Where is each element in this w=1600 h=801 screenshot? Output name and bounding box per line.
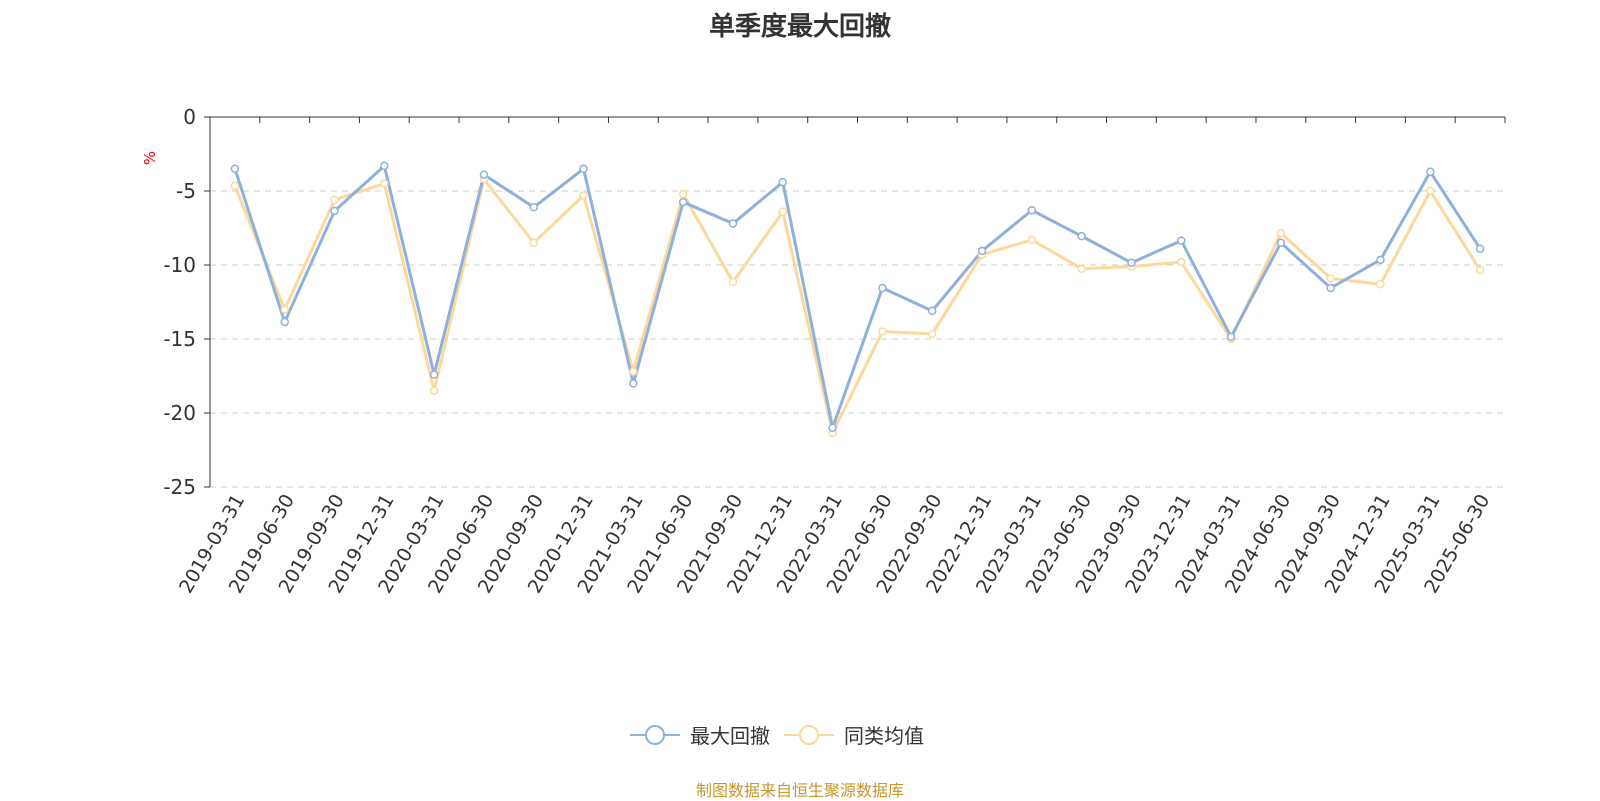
data-point: [380, 161, 389, 171]
series-line: [233, 163, 1482, 434]
data-point: [1226, 332, 1236, 342]
data-point: [429, 386, 439, 396]
data-point: [1475, 265, 1485, 275]
legend-marker-icon: [784, 724, 834, 745]
data-point: [1376, 279, 1385, 289]
data-point: [479, 170, 489, 179]
data-point: [380, 179, 389, 188]
data-point: [1077, 264, 1086, 273]
source-footer: 制图数据来自恒生聚源数据库: [695, 781, 904, 800]
data-point: [1177, 236, 1186, 245]
data-point: [728, 277, 738, 287]
y-tick-label: -25: [163, 475, 196, 499]
data-point: [828, 423, 837, 433]
legend-label: 同类均值: [844, 724, 924, 748]
legend-item-max-drawdown[interactable]: 最大回撤: [630, 720, 770, 749]
data-point: [1027, 205, 1037, 215]
data-point: [629, 367, 638, 376]
y-axis-label: %: [141, 151, 159, 165]
data-point: [927, 306, 937, 316]
data-point: [230, 181, 240, 191]
data-point: [529, 203, 538, 212]
data-point: [778, 177, 788, 187]
data-point: [1326, 283, 1335, 293]
data-point: [1276, 228, 1286, 238]
y-tick-label: -15: [163, 327, 196, 351]
data-point: [1276, 238, 1286, 248]
data-point: [977, 246, 987, 256]
data-point: [1177, 257, 1186, 267]
data-point: [1376, 255, 1385, 265]
data-point: [678, 189, 688, 199]
data-point: [878, 283, 887, 293]
chart-title: 单季度最大回撤: [708, 12, 891, 42]
data-point: [878, 327, 887, 336]
y-tick-label: 0: [183, 105, 196, 129]
data-point: [579, 164, 588, 174]
y-tick-label: -5: [176, 179, 196, 203]
data-point: [1426, 167, 1435, 177]
legend: 最大回撤 同类均值: [630, 720, 938, 749]
legend-label: 最大回撤: [690, 724, 770, 748]
data-point: [728, 219, 738, 228]
legend-item-peer-average[interactable]: 同类均值: [784, 720, 924, 749]
data-point: [280, 317, 289, 327]
data-point: [529, 238, 538, 248]
data-point: [579, 191, 588, 200]
data-point: [1027, 235, 1037, 245]
y-tick-label: -20: [163, 401, 196, 425]
series-line: [233, 175, 1482, 438]
data-point: [1326, 274, 1335, 283]
data-point: [330, 206, 339, 216]
data-point: [429, 370, 439, 379]
y-tick-label: -10: [163, 253, 196, 277]
data-point: [778, 207, 788, 216]
data-point: [1127, 258, 1136, 268]
data-point: [678, 197, 688, 207]
data-point: [1077, 231, 1086, 241]
data-point: [927, 329, 937, 339]
data-point: [1475, 244, 1485, 253]
data-point: [629, 379, 638, 388]
data-point: [230, 164, 240, 174]
data-point: [280, 305, 289, 314]
legend-marker-icon: [630, 724, 680, 745]
data-point: [1426, 186, 1435, 196]
data-point: [330, 195, 339, 205]
